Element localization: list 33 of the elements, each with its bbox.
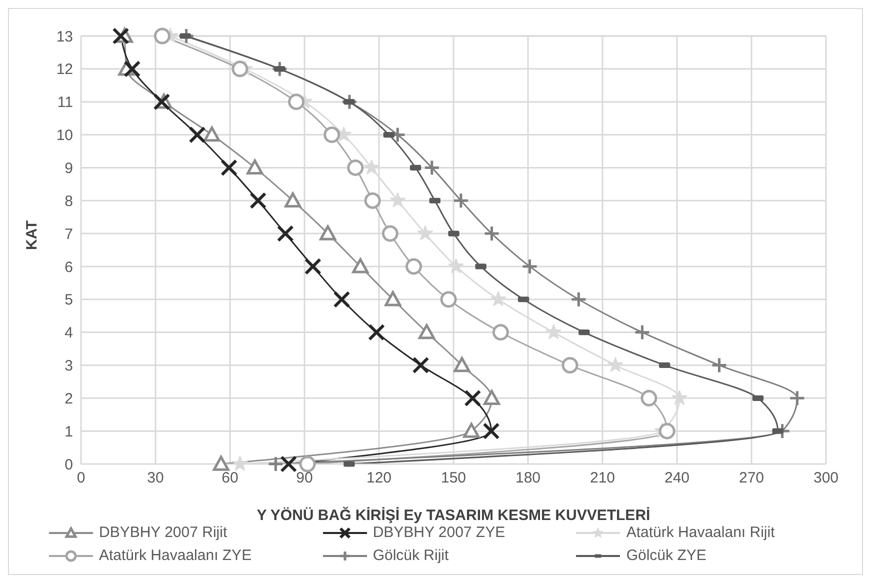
y-tick-label: 8 <box>64 192 73 210</box>
y-tick-label: 2 <box>64 390 73 408</box>
legend-label: Gölcük ZYE <box>626 547 706 564</box>
y-tick-label: 4 <box>64 324 73 342</box>
y-tick-label: 7 <box>64 226 73 243</box>
y-tick-label: 11 <box>57 94 73 112</box>
x-tick-label: 0 <box>76 470 86 487</box>
y-tick-label: 1 <box>64 423 73 440</box>
legend-label: Gölcük Rijit <box>372 547 449 564</box>
x-tick-label: 180 <box>515 470 541 487</box>
legend-label: DBYBHY 2007 Rijit <box>99 524 228 541</box>
x-axis-title: Y YÖNÜ BAĞ KİRİŞİ Ey TASARIM KESME KUVVETLERİ <box>256 506 650 524</box>
x-tick-label: 90 <box>296 470 313 487</box>
y-tick-label: 6 <box>64 258 73 276</box>
x-tick-label: 60 <box>222 470 238 487</box>
x-tick-label: 270 <box>738 470 764 487</box>
x-tick-label: 150 <box>440 470 466 487</box>
x-tick-label: 30 <box>147 470 164 487</box>
y-tick-label: 3 <box>64 358 73 375</box>
x-tick-label: 240 <box>664 470 690 487</box>
x-tick-label: 300 <box>813 470 839 487</box>
y-tick-label: 5 <box>64 292 73 309</box>
y-tick-label: 9 <box>64 160 73 178</box>
legend-label: Atatürk Havaalanı Rijit <box>626 524 775 541</box>
y-tick-label: 0 <box>64 456 73 474</box>
y-axis-title: KAT <box>23 220 40 250</box>
y-tick-label: 13 <box>56 28 73 46</box>
legend-label: Atatürk Havaalanı ZYE <box>99 547 252 564</box>
legend-label: DBYBHY 2007 ZYE <box>372 524 506 541</box>
x-tick-label: 210 <box>590 470 616 487</box>
x-tick-label: 120 <box>366 470 392 487</box>
y-tick-label: 10 <box>56 127 73 144</box>
y-tick-label: 12 <box>56 61 73 78</box>
